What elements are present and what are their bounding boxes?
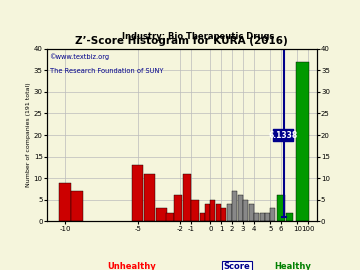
- Bar: [132, 165, 143, 221]
- Bar: [265, 213, 270, 221]
- Text: Industry: Bio Therapeutic Drugs: Industry: Bio Therapeutic Drugs: [122, 32, 274, 41]
- Bar: [205, 204, 210, 221]
- Bar: [59, 183, 71, 221]
- Bar: [156, 208, 167, 221]
- Bar: [144, 174, 155, 221]
- Bar: [166, 213, 174, 221]
- Bar: [249, 204, 254, 221]
- Bar: [285, 213, 293, 221]
- Text: Healthy: Healthy: [274, 262, 311, 270]
- Bar: [174, 195, 182, 221]
- Bar: [238, 195, 243, 221]
- Bar: [183, 174, 190, 221]
- Bar: [216, 204, 221, 221]
- Bar: [211, 200, 216, 221]
- Bar: [199, 213, 204, 221]
- Bar: [270, 208, 275, 221]
- Bar: [254, 213, 259, 221]
- Bar: [227, 204, 232, 221]
- Bar: [232, 191, 237, 221]
- Y-axis label: Number of companies (191 total): Number of companies (191 total): [26, 83, 31, 187]
- Bar: [296, 62, 309, 221]
- Text: The Research Foundation of SUNY: The Research Foundation of SUNY: [50, 68, 163, 74]
- Text: Score: Score: [224, 262, 250, 270]
- Text: Unhealthy: Unhealthy: [107, 262, 156, 270]
- Bar: [243, 200, 248, 221]
- Text: ©www.textbiz.org: ©www.textbiz.org: [50, 54, 110, 60]
- Bar: [191, 200, 199, 221]
- Title: Z’-Score Histogram for KURA (2016): Z’-Score Histogram for KURA (2016): [76, 36, 288, 46]
- Text: 6.1338: 6.1338: [269, 130, 298, 140]
- Bar: [72, 191, 83, 221]
- Bar: [277, 195, 285, 221]
- Bar: [260, 213, 265, 221]
- Bar: [221, 208, 226, 221]
